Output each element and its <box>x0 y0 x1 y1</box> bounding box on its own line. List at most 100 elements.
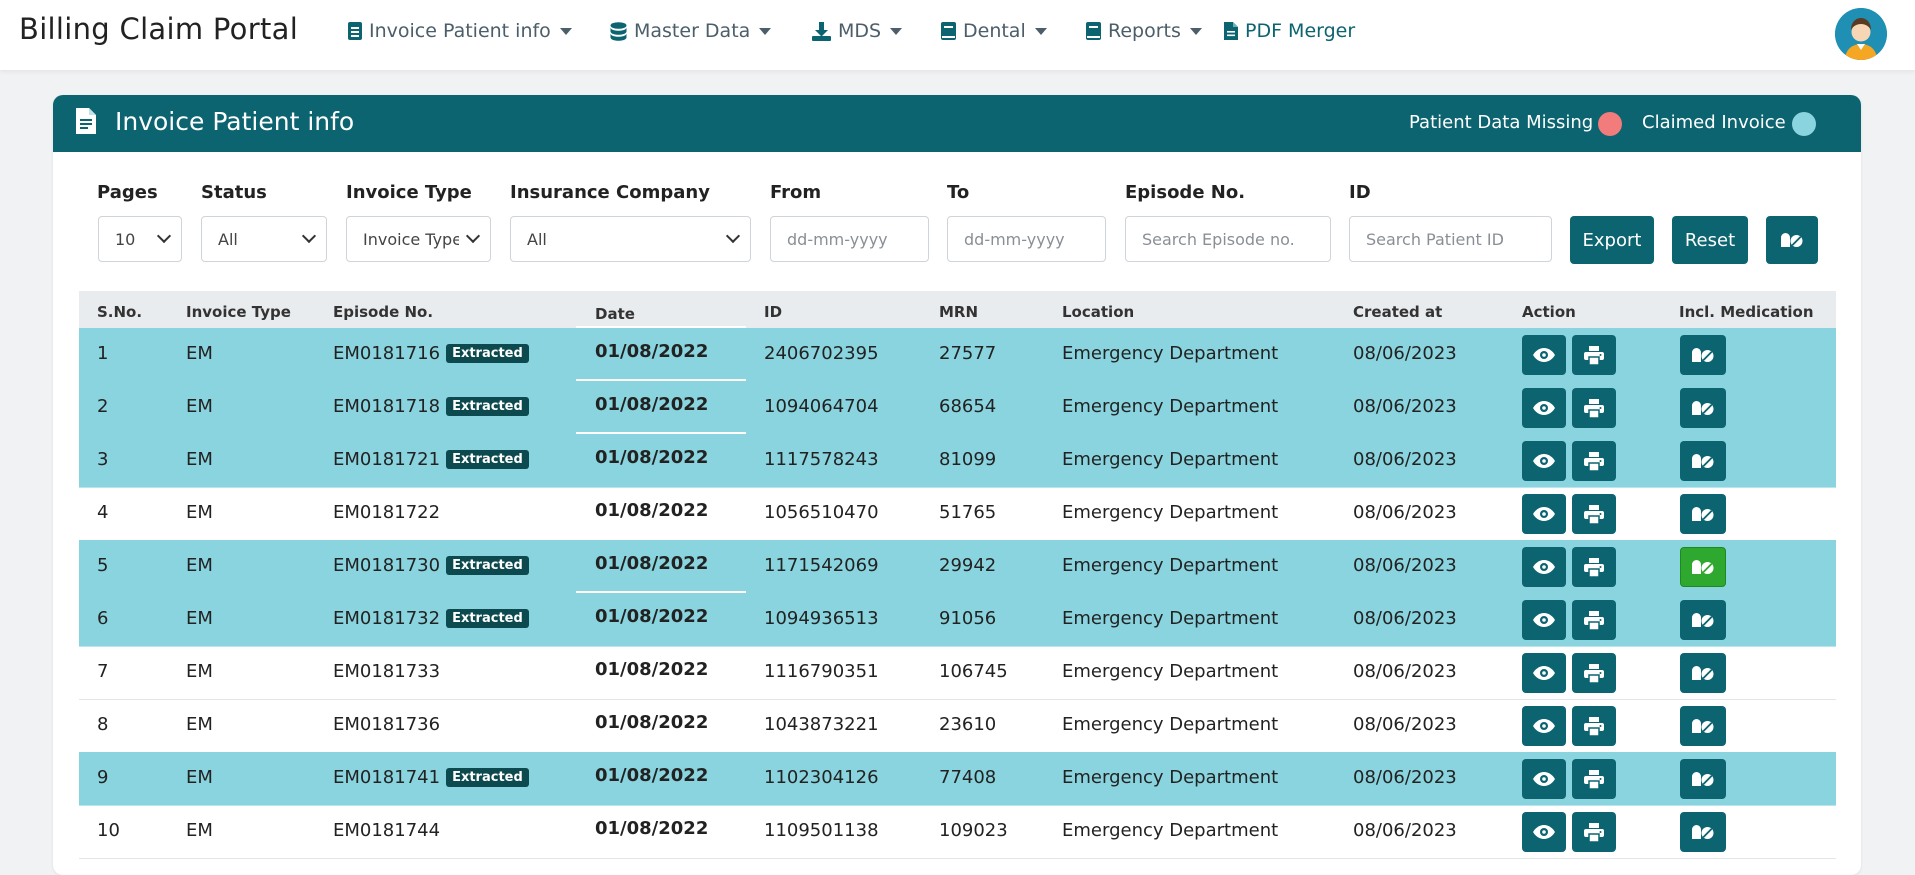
patient-id-search-input[interactable]: Search Patient ID <box>1349 216 1552 262</box>
print-button[interactable] <box>1572 441 1616 481</box>
cell-id: 1043873221 <box>764 714 879 735</box>
cell-id: 1171542069 <box>764 555 879 576</box>
cell-episode: EM0181744 <box>333 820 440 841</box>
cell-episode: EM0181733 <box>333 661 440 682</box>
print-button[interactable] <box>1572 388 1616 428</box>
legend-label-missing: Patient Data Missing <box>1409 112 1594 133</box>
nav-invoice-patient-info[interactable]: Invoice Patient info <box>348 20 572 42</box>
cell-mrn: 106745 <box>939 661 1008 682</box>
nav-dental[interactable]: Dental <box>941 20 1047 42</box>
view-button[interactable] <box>1522 441 1566 481</box>
print-icon <box>1584 716 1604 736</box>
column-header: ID <box>764 303 783 321</box>
extracted-badge: Extracted <box>446 344 529 363</box>
export-button[interactable]: Export <box>1570 216 1654 264</box>
view-button[interactable] <box>1522 706 1566 746</box>
episode-number: EM0181718 <box>333 396 441 417</box>
to-date-input[interactable]: dd-mm-yyyy <box>947 216 1106 262</box>
filter-label-from: From <box>770 182 822 203</box>
cell-invoice-type: EM <box>186 767 213 788</box>
include-medication-button[interactable] <box>1680 653 1726 693</box>
table-row[interactable]: 2 EM EM0181718 Extracted 01/08/2022 109406470… <box>79 379 1836 435</box>
caret-down-icon <box>1189 27 1202 35</box>
nav-master-data[interactable]: Master Data <box>610 20 772 42</box>
pages-select[interactable]: 10 <box>98 216 182 262</box>
include-medication-button[interactable] <box>1680 547 1726 587</box>
legend-dot-claimed <box>1792 112 1816 136</box>
print-icon <box>1584 345 1604 365</box>
include-medication-button[interactable] <box>1680 812 1726 852</box>
print-button[interactable] <box>1572 812 1616 852</box>
pdf-file-icon <box>1224 22 1238 40</box>
view-button[interactable] <box>1522 494 1566 534</box>
insurance-company-select[interactable]: All <box>510 216 751 262</box>
table-row[interactable]: 3 EM EM0181721 Extracted 01/08/2022 111757824… <box>79 432 1836 488</box>
nav-reports[interactable]: Reports <box>1086 20 1202 42</box>
legend-dot-missing <box>1598 112 1622 136</box>
pills-icon <box>1692 401 1714 415</box>
cell-created-at: 08/06/2023 <box>1353 555 1457 576</box>
download-icon <box>812 21 831 41</box>
print-button[interactable] <box>1572 759 1616 799</box>
table-row[interactable]: 8 EM EM0181736 01/08/2022 1043873221 23610 Eme… <box>79 699 1836 753</box>
pills-icon <box>1692 666 1714 680</box>
cell-id: 2406702395 <box>764 343 879 364</box>
include-medication-button[interactable] <box>1680 388 1726 428</box>
include-medication-button[interactable] <box>1680 441 1726 481</box>
cell-invoice-type: EM <box>186 555 213 576</box>
cell-created-at: 08/06/2023 <box>1353 502 1457 523</box>
user-avatar[interactable] <box>1835 8 1887 60</box>
status-select[interactable]: All <box>201 216 327 262</box>
print-button[interactable] <box>1572 706 1616 746</box>
table-row[interactable]: 5 EM EM0181730 Extracted 01/08/2022 117154206… <box>79 538 1836 594</box>
pages-select-value: 10 <box>115 229 136 249</box>
print-button[interactable] <box>1572 653 1616 693</box>
medication-filter-button[interactable] <box>1766 216 1818 264</box>
include-medication-button[interactable] <box>1680 600 1726 640</box>
include-medication-button[interactable] <box>1680 706 1726 746</box>
table-row[interactable]: 9 EM EM0181741 Extracted 01/08/2022 110230412… <box>79 750 1836 806</box>
cell-date: 01/08/2022 <box>595 765 709 786</box>
table-row[interactable]: 10 EM EM0181744 01/08/2022 1109501138 109023 E… <box>79 805 1836 859</box>
cell-created-at: 08/06/2023 <box>1353 820 1457 841</box>
column-header: Action <box>1522 303 1576 321</box>
eye-icon <box>1533 401 1555 415</box>
print-button[interactable] <box>1572 547 1616 587</box>
view-button[interactable] <box>1522 388 1566 428</box>
view-button[interactable] <box>1522 759 1566 799</box>
cell-location: Emergency Department <box>1062 449 1279 470</box>
table-row[interactable]: 6 EM EM0181732 Extracted 01/08/2022 109493651… <box>79 591 1836 647</box>
table-row[interactable]: 7 EM EM0181733 01/08/2022 1116790351 106745 Em… <box>79 646 1836 700</box>
episode-search-input[interactable]: Search Episode no. <box>1125 216 1331 262</box>
pills-icon <box>1692 825 1714 839</box>
nav-mds[interactable]: MDS <box>812 20 903 42</box>
from-date-input[interactable]: dd-mm-yyyy <box>770 216 929 262</box>
card-header: Invoice Patient info Patient Data Missin… <box>53 95 1861 152</box>
view-button[interactable] <box>1522 547 1566 587</box>
nav-label: MDS <box>838 20 882 42</box>
print-button[interactable] <box>1572 494 1616 534</box>
date-cell-gap <box>576 750 746 752</box>
include-medication-button[interactable] <box>1680 335 1726 375</box>
view-button[interactable] <box>1522 812 1566 852</box>
nav-pdf-merger[interactable]: PDF Merger <box>1224 20 1355 42</box>
print-button[interactable] <box>1572 335 1616 375</box>
pills-icon <box>1692 507 1714 521</box>
include-medication-button[interactable] <box>1680 494 1726 534</box>
table-row[interactable]: 4 EM EM0181722 01/08/2022 1056510470 51765 Eme… <box>79 487 1836 541</box>
print-button[interactable] <box>1572 600 1616 640</box>
view-button[interactable] <box>1522 335 1566 375</box>
cell-date: 01/08/2022 <box>595 500 709 521</box>
document-icon <box>348 22 362 40</box>
cell-mrn: 27577 <box>939 343 997 364</box>
extracted-badge: Extracted <box>446 609 529 628</box>
include-medication-button[interactable] <box>1680 759 1726 799</box>
app-brand[interactable]: Billing Claim Portal <box>19 12 299 46</box>
reset-button[interactable]: Reset <box>1672 216 1748 264</box>
table-row[interactable]: 1 EM EM0181716 Extracted 01/08/2022 240670239… <box>79 326 1836 382</box>
cell-location: Emergency Department <box>1062 343 1279 364</box>
invoice-type-select[interactable]: Invoice Type <box>346 216 491 262</box>
view-button[interactable] <box>1522 600 1566 640</box>
cell-invoice-type: EM <box>186 449 213 470</box>
view-button[interactable] <box>1522 653 1566 693</box>
